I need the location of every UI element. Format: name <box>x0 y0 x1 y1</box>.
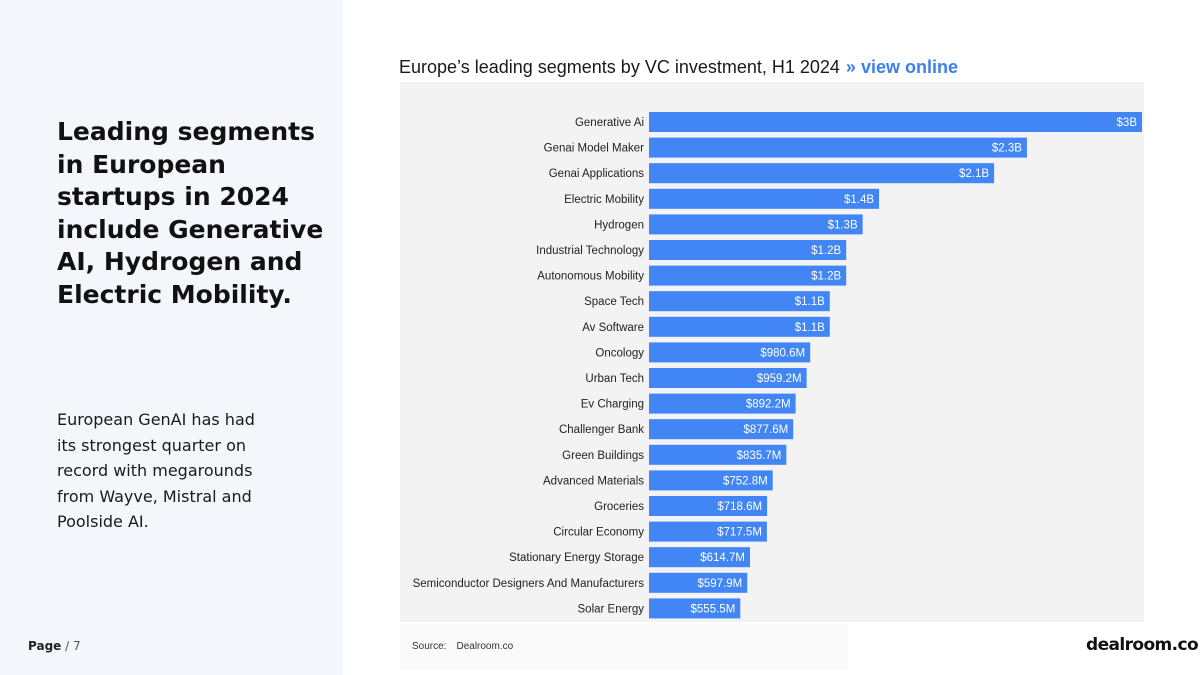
bar <box>649 265 847 286</box>
category-label: Genai Model Maker <box>544 143 645 155</box>
value-label: $980.6M <box>760 347 805 359</box>
value-label: $2.3B <box>992 143 1022 155</box>
source-label: Source: <box>412 641 447 652</box>
value-label: $597.9M <box>697 578 742 590</box>
category-label: Green Buildings <box>562 450 644 462</box>
value-label: $1.1B <box>795 296 825 308</box>
page-indicator: Page / 7 <box>28 639 81 653</box>
bar <box>649 368 807 388</box>
view-online-label: view online <box>860 57 958 77</box>
bar <box>649 240 847 260</box>
bar <box>649 419 794 440</box>
bar <box>649 137 1027 158</box>
category-label: Ev Charging <box>581 399 644 411</box>
category-label: Circular Economy <box>553 527 644 539</box>
category-label: Stationary Energy Storage <box>509 552 644 564</box>
value-label: $877.6M <box>743 424 788 436</box>
category-label: Urban Tech <box>585 373 644 385</box>
bar <box>649 496 768 516</box>
value-label: $959.2M <box>757 373 802 385</box>
category-label: Challenger Bank <box>559 424 644 436</box>
value-label: $835.7M <box>737 450 782 462</box>
value-label: $2.1B <box>959 168 989 180</box>
footer-background <box>400 624 848 670</box>
value-label: $1.2B <box>811 245 841 257</box>
bar <box>649 547 751 568</box>
left-panel <box>0 0 343 675</box>
value-label: $555.5M <box>691 603 736 615</box>
category-label: Semiconductor Designers And Manufacturer… <box>413 578 645 590</box>
category-label: Generative Ai <box>575 117 644 129</box>
dealroom-logo: dealroom.co <box>1086 635 1199 655</box>
bar <box>649 470 773 491</box>
category-label: Genai Applications <box>549 168 645 180</box>
category-label: Oncology <box>595 347 644 359</box>
value-label: $1.1B <box>795 322 825 334</box>
category-label: Hydrogen <box>594 219 644 231</box>
value-label: $718.6M <box>717 501 762 513</box>
bar <box>649 188 880 209</box>
bar <box>649 316 830 337</box>
value-label: $1.4B <box>844 194 874 206</box>
value-label: $3B <box>1117 117 1138 129</box>
category-label: Groceries <box>594 501 644 513</box>
bar <box>649 291 830 312</box>
category-label: Solar Energy <box>578 603 645 615</box>
bar <box>649 342 811 363</box>
page-label: Page <box>28 639 62 653</box>
bar <box>649 112 1142 132</box>
bar <box>649 572 748 593</box>
bar <box>649 214 863 235</box>
page-separator: / <box>61 639 73 653</box>
chart-title: Europe’s leading segments by VC investme… <box>399 57 958 78</box>
headline: Leading segments in European startups in… <box>57 117 324 309</box>
category-label: Autonomous Mobility <box>537 271 644 283</box>
value-label: $752.8M <box>723 475 768 487</box>
view-online-link[interactable]: » view online <box>846 57 958 77</box>
value-label: $1.3B <box>828 219 858 231</box>
link-chevron-icon: » <box>845 57 856 77</box>
page-number: 7 <box>72 639 81 653</box>
value-label: $717.5M <box>717 527 762 539</box>
category-label: Advanced Materials <box>543 475 644 487</box>
category-label: Space Tech <box>584 296 644 308</box>
bar <box>649 521 767 542</box>
value-label: $892.2M <box>746 399 791 411</box>
category-label: Electric Mobility <box>564 194 644 206</box>
chart-title-text: Europe’s leading segments by VC investme… <box>399 57 840 77</box>
source-note: Source: Dealroom.co <box>412 641 513 652</box>
bar <box>649 393 796 414</box>
category-label: Av Software <box>582 322 644 334</box>
bar <box>649 444 787 465</box>
bar <box>649 598 741 619</box>
bar <box>649 163 995 184</box>
value-label: $614.7M <box>700 552 745 564</box>
value-label: $1.2B <box>811 271 841 283</box>
category-label: Industrial Technology <box>536 245 644 257</box>
body-text: European GenAI has had its strongest qua… <box>57 410 255 531</box>
source-value: Dealroom.co <box>456 641 514 652</box>
